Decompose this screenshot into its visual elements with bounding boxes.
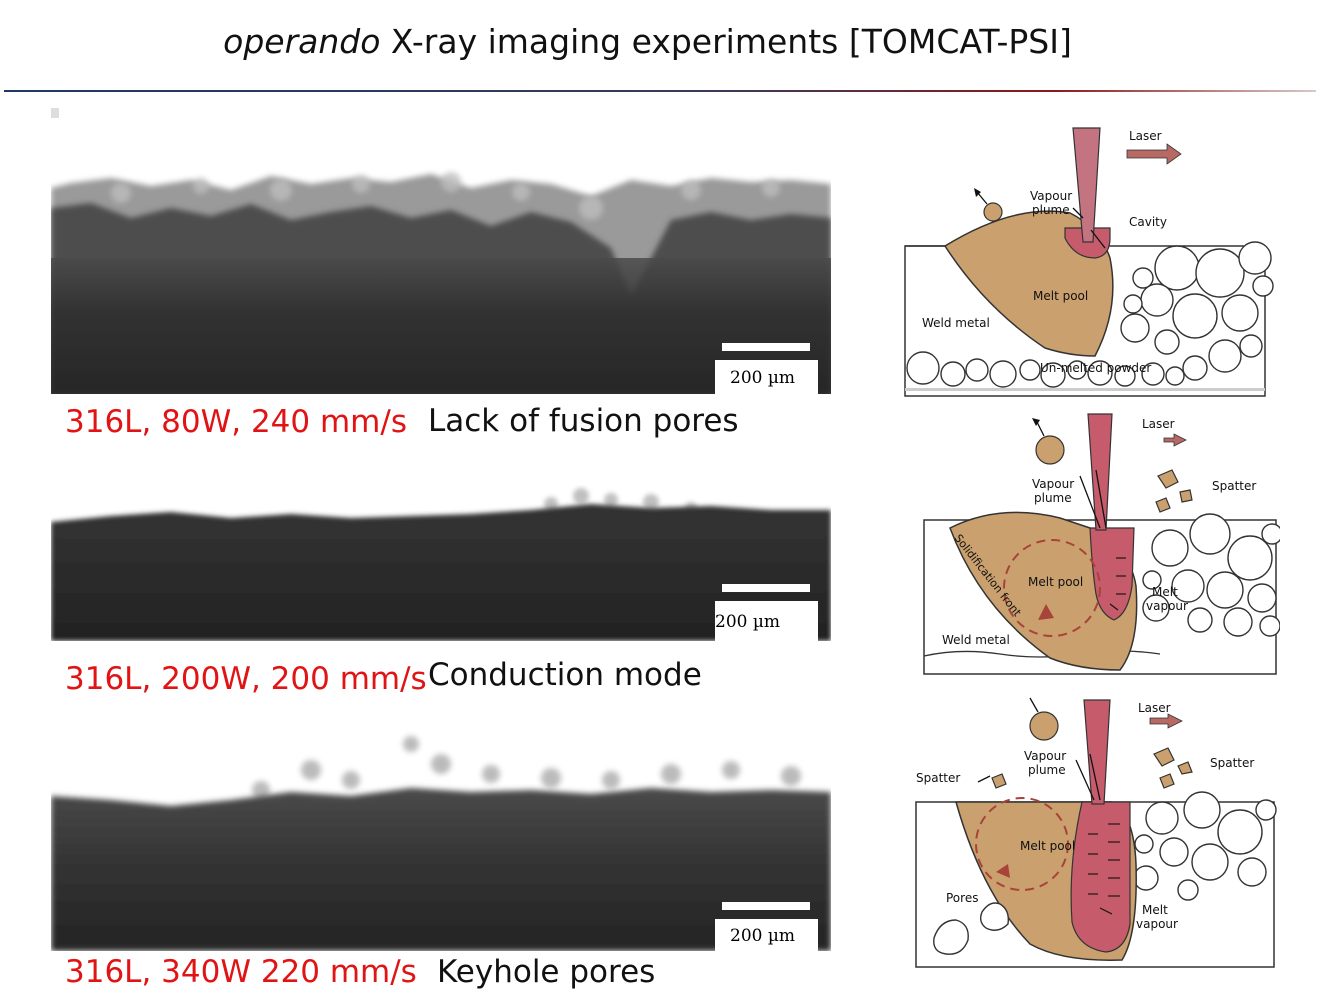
- xray-image-keyhole: 200 µm: [51, 730, 831, 951]
- title-italic: operando: [223, 22, 381, 61]
- schematic-lack-of-fusion: Laser Vapour plume Cavity Melt pool Weld …: [895, 118, 1275, 403]
- weld-metal-label: Weld metal: [922, 316, 990, 330]
- pores-label: Pores: [946, 891, 978, 905]
- spatter-label: Spatter: [1212, 479, 1256, 493]
- mode-keyhole: Keyhole pores: [437, 954, 656, 990]
- mode-lack-of-fusion: Lack of fusion pores: [428, 403, 739, 439]
- xray-image-lack-of-fusion: 200 µm: [51, 108, 831, 394]
- laser-label: Laser: [1138, 701, 1171, 715]
- scale-bar-line: [722, 584, 810, 592]
- vapour-plume-label: Vapour plume: [1032, 477, 1074, 505]
- melt-pool-label: Melt pool: [1020, 839, 1075, 853]
- melt-pool-label: Melt pool: [1033, 289, 1088, 303]
- laser-label: Laser: [1142, 417, 1175, 431]
- melt-vapour-label: Melt vapour: [1146, 585, 1188, 613]
- scale-bar-line: [722, 343, 810, 351]
- scale-bar-label: 200 µm: [730, 926, 796, 946]
- mode-conduction: Conduction mode: [428, 657, 702, 693]
- title-rest: X-ray imaging experiments [TOMCAT-PSI]: [380, 22, 1072, 61]
- title-divider: [4, 90, 1316, 92]
- xray-image-conduction: 200 µm: [51, 480, 831, 641]
- params-lack-of-fusion: 316L, 80W, 240 mm/s: [65, 404, 407, 440]
- powder-label: Un-melted powder: [1040, 361, 1151, 375]
- schematic-conduction: Laser Melt pool Vapour plume Spatter Melt…: [920, 408, 1280, 676]
- cavity-label: Cavity: [1129, 215, 1167, 229]
- slide-title: operando X-ray imaging experiments [TOMC…: [0, 22, 1295, 61]
- scale-bar-label: 200 µm: [730, 368, 796, 388]
- laser-label: Laser: [1129, 129, 1162, 143]
- melt-pool-label: Melt pool: [1028, 575, 1083, 589]
- params-keyhole: 316L, 340W 220 mm/s: [65, 954, 417, 990]
- melt-vapour-label: Melt vapour: [1136, 903, 1178, 931]
- vapour-plume-label: Vapour plume: [1030, 189, 1072, 217]
- scale-bar-label-box: 200 µm: [715, 919, 818, 951]
- spatter-right-label: Spatter: [1210, 756, 1254, 770]
- vapour-plume-label: Vapour plume: [1024, 749, 1066, 777]
- schematic-keyhole: Laser Melt pool Vapour plume Spatter Spat…: [912, 694, 1278, 969]
- spatter-left-label: Spatter: [916, 771, 960, 785]
- scale-bar-label-box: 200 µm: [715, 601, 818, 641]
- scale-bar-line: [722, 902, 810, 910]
- scale-bar-label: 200 µm: [715, 612, 781, 632]
- params-conduction: 316L, 200W, 200 mm/s: [65, 661, 427, 697]
- weld-metal-label: Weld metal: [942, 633, 1010, 647]
- scale-bar-label-box: 200 µm: [715, 360, 818, 394]
